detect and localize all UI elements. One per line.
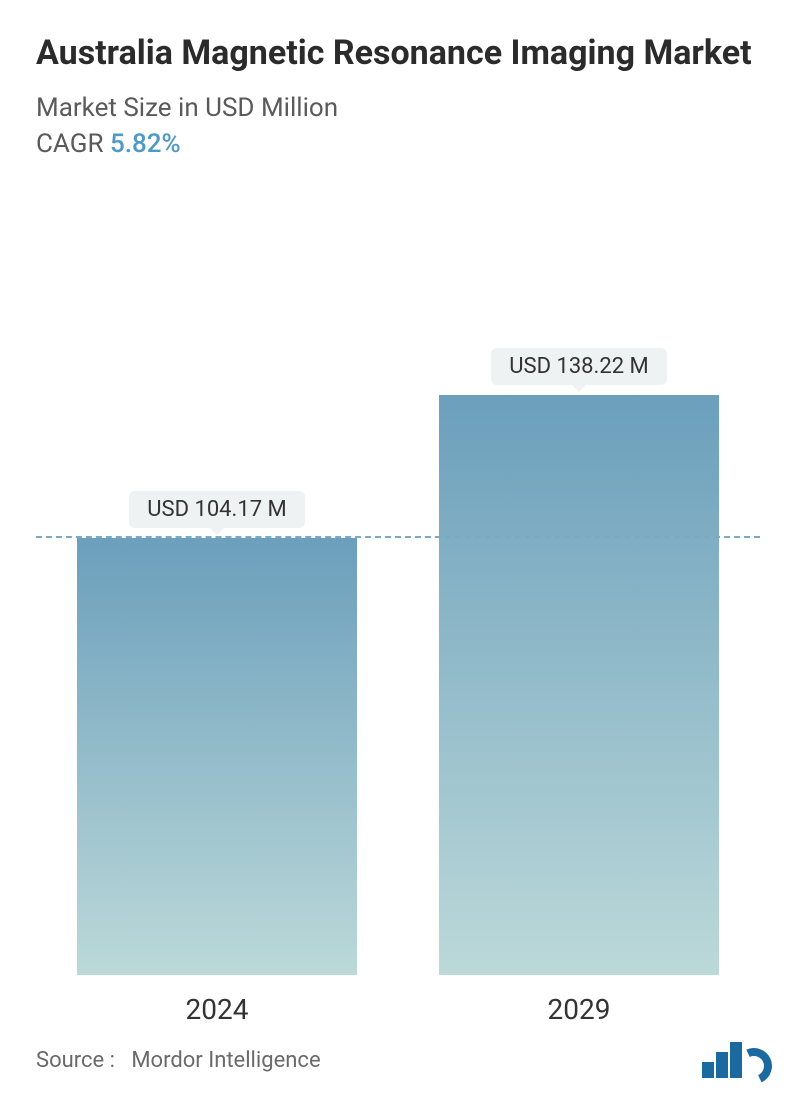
bar-wrap: USD 104.17 M [77, 491, 357, 975]
cagr-label: CAGR [36, 129, 103, 159]
bar [77, 538, 357, 975]
bar [439, 395, 719, 975]
source-label: Source : [36, 1048, 115, 1073]
x-axis-label: 2024 [77, 993, 357, 1026]
chart-plot-area: USD 104.17 M USD 138.22 M [36, 189, 760, 976]
source-name: Mordor Intelligence [131, 1048, 320, 1073]
value-pill: USD 138.22 M [491, 348, 667, 385]
cagr-line: CAGR 5.82% [36, 129, 760, 159]
source-text: Source : Mordor Intelligence [36, 1048, 321, 1073]
cagr-value: 5.82% [110, 129, 181, 159]
value-pill: USD 104.17 M [129, 491, 305, 528]
chart-subtitle: Market Size in USD Million [36, 93, 760, 123]
chart-container: Australia Magnetic Resonance Imaging Mar… [0, 0, 796, 1034]
bar-wrap: USD 138.22 M [439, 348, 719, 975]
chart-footer: Source : Mordor Intelligence [0, 1034, 796, 1102]
brand-logo-icon [702, 1042, 772, 1078]
x-axis: 2024 2029 [36, 975, 760, 1034]
chart-title: Australia Magnetic Resonance Imaging Mar… [36, 32, 760, 75]
bars-row: USD 104.17 M USD 138.22 M [36, 189, 760, 976]
x-axis-label: 2029 [439, 993, 719, 1026]
